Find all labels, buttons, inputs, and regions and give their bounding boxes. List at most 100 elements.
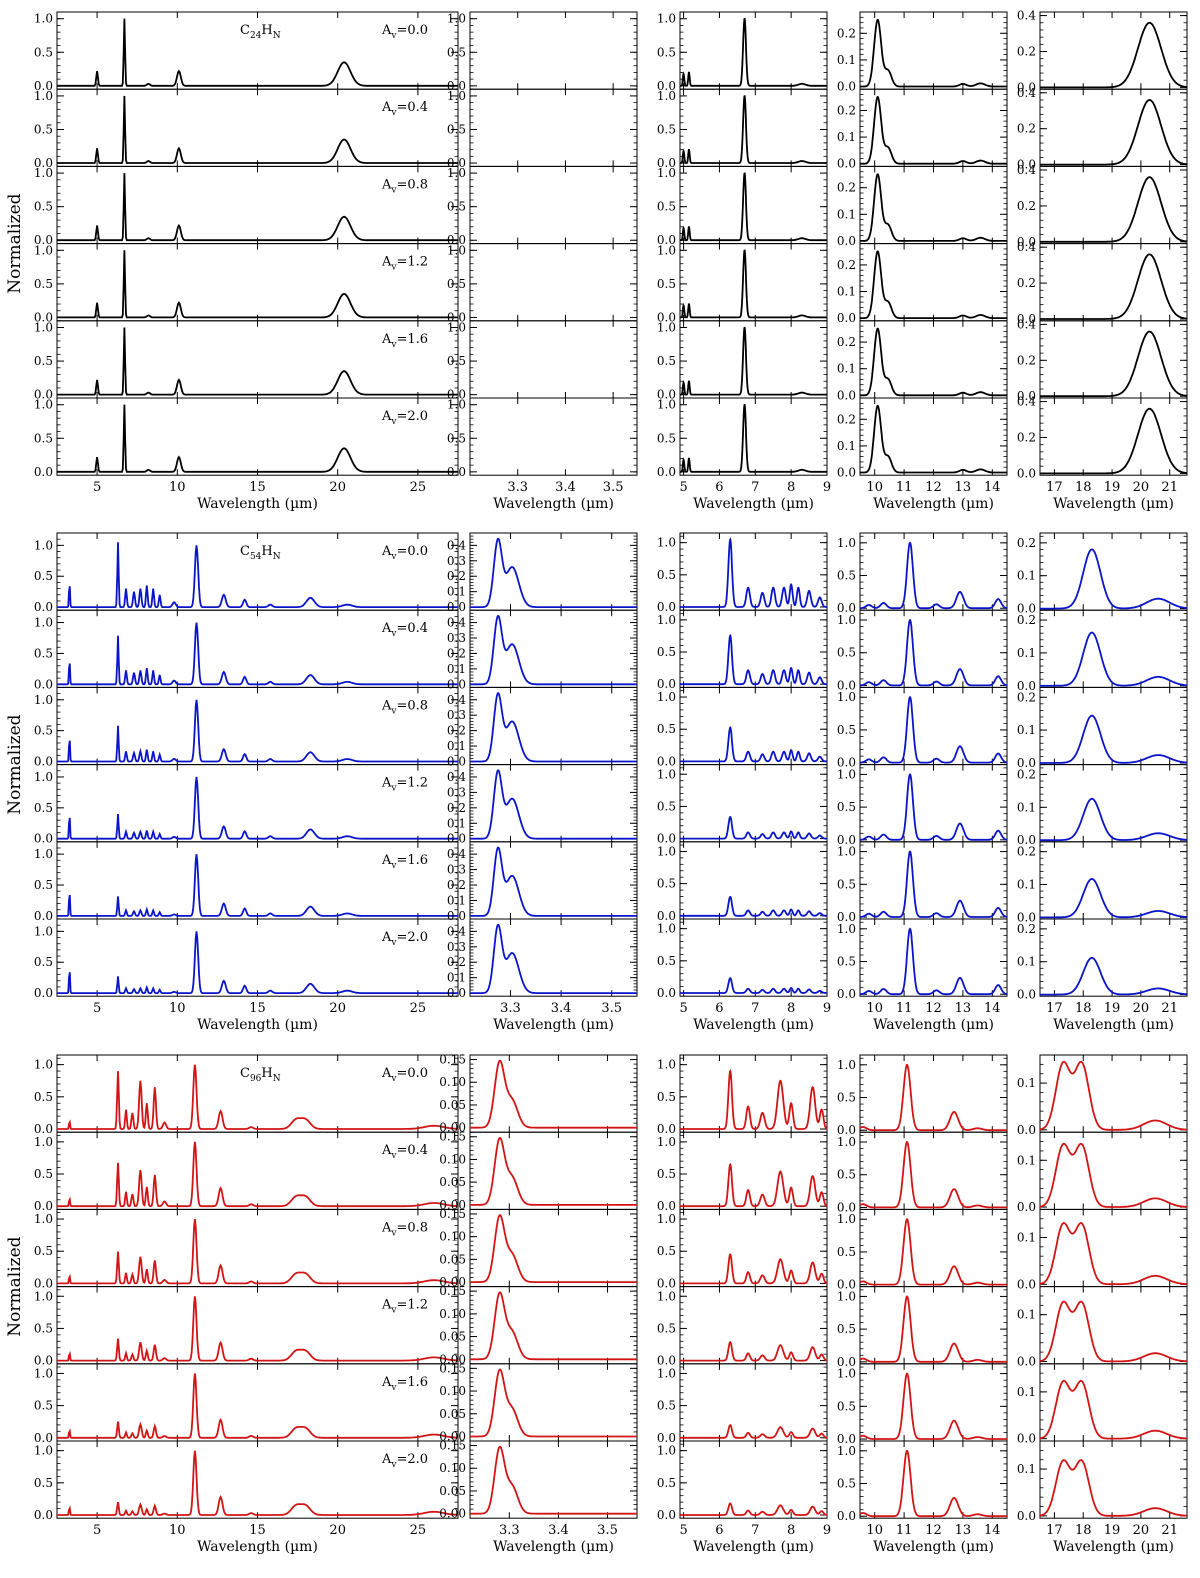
y-tick-label: 0.15 <box>439 1207 466 1221</box>
y-tick-label: 0.1 <box>1017 800 1036 814</box>
y-tick-label: 0.5 <box>657 431 676 445</box>
y-tick-label: 1.0 <box>447 89 466 103</box>
x-tick-label: 20 <box>1133 1523 1150 1538</box>
x-tick-label: 19 <box>1104 480 1121 495</box>
spectrum-line <box>1040 957 1187 996</box>
panel-0-3-5: 0.0 0.1 0.2 <box>837 397 1008 480</box>
spectrum-line <box>1039 1142 1188 1208</box>
y-tick-label: 0.0 <box>1017 679 1036 693</box>
x-tick-label: 12 <box>925 1001 942 1016</box>
av-label: Av=2.0 <box>381 409 428 427</box>
y-tick-label: 0.1 <box>1017 1076 1036 1090</box>
panel-0-1-4: 0.0 0.5 1.0 <box>447 320 638 402</box>
av-label: Av=0.4 <box>381 100 428 118</box>
x-tick-label: 15 <box>249 480 266 495</box>
panel-0-1-5: 0.0 0.5 1.0 <box>447 397 638 479</box>
panel-0-4-0: 0.0 0.2 0.4 <box>1017 9 1188 94</box>
spectrum-line <box>860 695 1007 764</box>
y-tick-label: 1.0 <box>837 1058 856 1072</box>
y-tick-label: 0.5 <box>657 877 676 891</box>
y-tick-label: 1.0 <box>34 1366 53 1380</box>
panel-frame <box>679 532 828 611</box>
panel-frame <box>469 1363 638 1442</box>
molecule-block-1: Normalized 0.0 0.5 1.0 Av=0.0 C54HN 0.0 0.5 1.0 A… <box>5 532 1188 1033</box>
y-tick-label: 0.2 <box>1017 767 1036 781</box>
y-tick-label: 0.0 <box>1017 833 1036 847</box>
x-tick-label: 10 <box>169 1001 186 1016</box>
panel-2-1-3: 0.00 0.05 0.10 0.15 <box>439 1284 638 1366</box>
x-axis-2-0: 5 10 15 20 25 Wavelength (µm) <box>93 1523 426 1555</box>
y-tick-label: 0.0 <box>837 1200 856 1214</box>
y-tick-label: 0.5 <box>34 1244 53 1258</box>
panel-1-4-1: 0.0 0.1 0.2 <box>1017 609 1188 693</box>
spectrum-line <box>1040 797 1188 842</box>
y-tick-label: 1.0 <box>837 690 856 704</box>
y-tick-label: 1.0 <box>34 1444 53 1458</box>
y-tick-label: 0.1 <box>837 285 856 299</box>
panel-frame <box>1039 841 1188 920</box>
panel-frame <box>679 1208 828 1288</box>
y-tick-label: 0.5 <box>657 645 676 659</box>
y-tick-label: 0.3 <box>447 708 466 722</box>
y-tick-label: 0.0 <box>1017 1509 1036 1523</box>
y-tick-label: 1.0 <box>34 693 53 707</box>
spectrum-line <box>680 895 827 917</box>
y-tick-label: 0.15 <box>439 1284 466 1298</box>
panel-2-0-4: 0.0 0.5 1.0 Av=1.6 <box>34 1363 459 1445</box>
panel-1-3-4: 0.0 0.5 1.0 <box>837 841 1008 924</box>
y-tick-label: 0.5 <box>447 431 466 445</box>
y-tick-label: 0.2 <box>447 878 466 892</box>
y-tick-label: 0.4 <box>447 538 466 552</box>
spectrum-line <box>57 1296 458 1362</box>
y-tick-label: 0.0 <box>657 754 676 768</box>
y-tick-label: 0.0 <box>837 1278 856 1292</box>
panel-1-2-0: 0.0 0.5 1.0 <box>657 532 828 614</box>
x-tick-label: 5 <box>93 1001 101 1016</box>
spectrum-line <box>860 850 1007 918</box>
spectrum-line <box>470 1445 637 1515</box>
x-tick-label: 17 <box>1046 480 1063 495</box>
av-label: Av=1.6 <box>381 853 428 871</box>
panel-2-3-0: 0.0 0.5 1.0 <box>837 1054 1008 1137</box>
y-tick-label: 0.0 <box>34 832 53 846</box>
panel-frame <box>1039 243 1188 322</box>
y-tick-label: 1.0 <box>34 1135 53 1149</box>
av-label: Av=1.2 <box>381 255 428 273</box>
x-tick-label: 5 <box>679 480 687 495</box>
panel-2-4-3: 0.0 0.1 <box>1017 1286 1188 1368</box>
panel-0-0-4: 0.0 0.5 1.0 Av=1.6 <box>34 320 459 402</box>
panel-frame <box>1039 11 1188 90</box>
spectrum-line <box>860 541 1007 610</box>
spectrum-line <box>470 537 637 608</box>
spectrum-line <box>680 17 827 87</box>
spectrum-line <box>57 1064 458 1130</box>
av-label: Av=1.2 <box>381 1298 428 1316</box>
y-tick-label: 0.0 <box>837 157 856 171</box>
y-tick-label: 0.0 <box>837 1509 856 1523</box>
panel-1-0-0: 0.0 0.5 1.0 Av=0.0 C54HN <box>34 532 459 614</box>
x-axis-label: Wavelength (µm) <box>197 1017 318 1033</box>
y-tick-label: 1.0 <box>657 844 676 858</box>
x-axis-label: Wavelength (µm) <box>693 1017 814 1033</box>
panel-0-0-1: 0.0 0.5 1.0 Av=0.4 <box>34 88 459 170</box>
panel-0-3-3: 0.0 0.1 0.2 <box>837 243 1008 325</box>
panel-frame <box>1039 165 1188 245</box>
x-tick-label: 14 <box>984 1001 1001 1016</box>
y-tick-label: 0.4 <box>1017 86 1036 100</box>
y-tick-label: 0.2 <box>837 103 856 117</box>
av-label: Av=1.6 <box>381 1375 428 1393</box>
panel-1-3-0: 0.0 0.5 1.0 <box>837 532 1008 615</box>
y-tick-label: 0.0 <box>34 677 53 691</box>
y-tick-label: 0.1 <box>447 971 466 985</box>
panel-1-3-2: 0.0 0.5 1.0 <box>837 686 1008 770</box>
y-tick-label: 0.0 <box>837 756 856 770</box>
panel-frame <box>1039 88 1188 167</box>
panel-2-2-2: 0.0 0.5 1.0 <box>657 1208 828 1290</box>
y-tick-label: 0.0 <box>1017 1123 1036 1137</box>
x-tick-label: 10 <box>866 1523 883 1538</box>
y-tick-label: 0.5 <box>837 1168 856 1182</box>
y-tick-label: 0.0 <box>447 465 466 479</box>
panel-1-1-4: 0.0 0.10.20.3 0.4 <box>447 841 638 923</box>
y-tick-label: 0.0 <box>837 1432 856 1446</box>
